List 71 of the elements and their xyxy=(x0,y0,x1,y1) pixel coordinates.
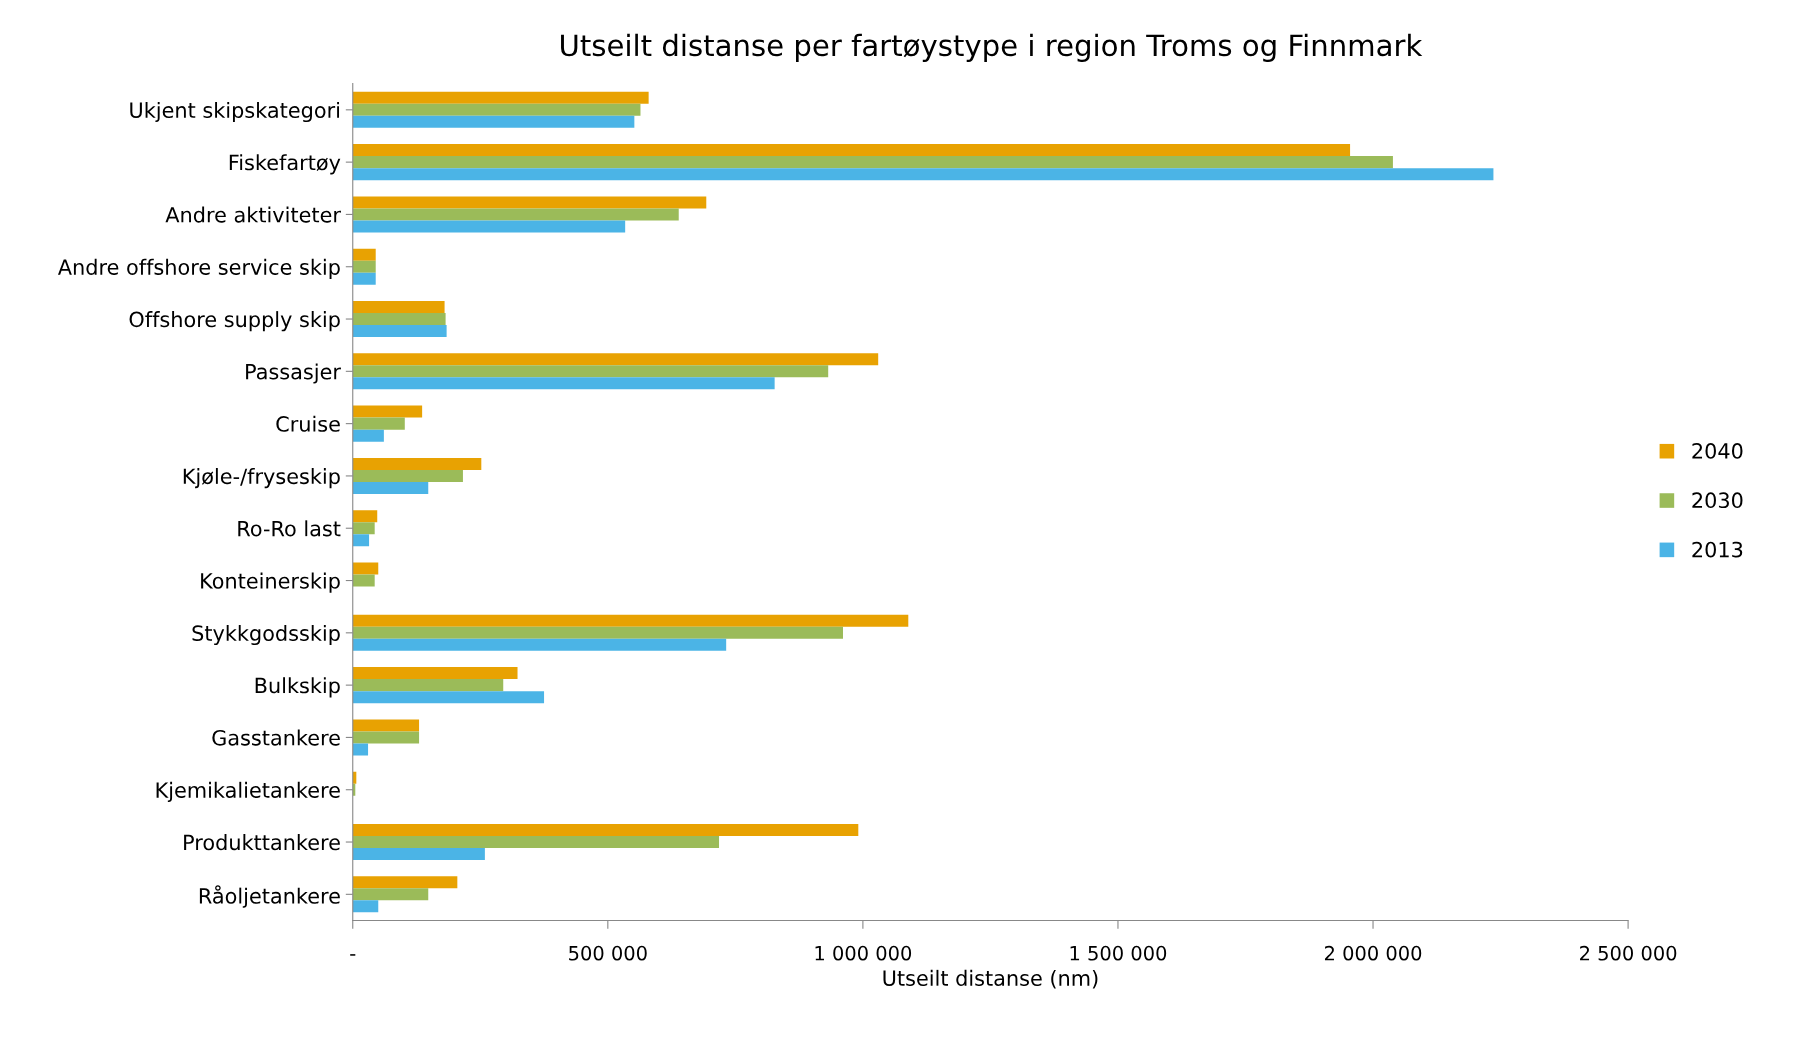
y-tick-label: Andre aktiviteter xyxy=(165,206,341,223)
x-tick-label: 500 000 xyxy=(569,945,647,961)
bar xyxy=(352,626,843,639)
bar xyxy=(352,417,405,430)
bar xyxy=(352,679,504,692)
bar xyxy=(352,353,879,366)
bar xyxy=(352,719,420,732)
bar xyxy=(352,876,458,889)
y-tick-label: Ro-Ro last xyxy=(238,520,341,537)
bar xyxy=(352,731,420,744)
bar xyxy=(352,300,445,314)
bar xyxy=(352,103,641,116)
bar xyxy=(352,272,376,285)
x-tick-label: 1 000 000 xyxy=(815,945,912,961)
bar xyxy=(352,638,727,651)
y-tick-label: Passasjer xyxy=(246,363,341,384)
bar xyxy=(352,888,429,901)
y-tick-label: Konteinerskip xyxy=(201,572,340,593)
bar xyxy=(352,260,376,273)
y-tick-label: Ukjent skipskategori xyxy=(130,101,339,123)
bar xyxy=(352,377,775,390)
bar xyxy=(352,156,1393,169)
bar xyxy=(352,91,649,104)
bar xyxy=(352,522,375,535)
bar xyxy=(352,313,446,326)
bar xyxy=(352,469,463,482)
y-tick-label: Råoljetankere xyxy=(199,885,340,908)
bar xyxy=(352,429,384,442)
y-tick-label: Stykkgodsskip xyxy=(192,624,340,646)
legend-label: 2030 xyxy=(1692,492,1743,509)
bar xyxy=(352,836,720,849)
y-tick-label: Offshore supply skip xyxy=(129,311,340,332)
y-tick-label: Produkttankere xyxy=(184,834,340,851)
legend-label: 2013 xyxy=(1692,541,1743,558)
bar xyxy=(352,614,909,627)
chart-title: Utseilt distanse per fartøystype i region Troms og Finnmark xyxy=(561,33,1423,62)
bar xyxy=(352,510,378,523)
y-tick-label: Gasstankere xyxy=(212,729,340,746)
bar xyxy=(352,365,829,378)
bar xyxy=(352,562,379,575)
bar xyxy=(352,823,859,837)
bar xyxy=(352,534,370,547)
bar xyxy=(352,457,482,470)
x-tick-label: - xyxy=(350,954,356,956)
bar xyxy=(352,743,369,756)
y-tick-label: Andre offshore service skip xyxy=(57,258,340,279)
bar xyxy=(352,405,423,418)
bar xyxy=(352,220,626,233)
bar xyxy=(352,144,1351,157)
bar xyxy=(352,848,485,861)
x-tick-label: 2 000 000 xyxy=(1324,945,1422,961)
bar xyxy=(352,248,376,261)
x-tick-label: 2 500 000 xyxy=(1580,945,1677,961)
x-tick-label: 1 500 000 xyxy=(1070,945,1167,961)
bar xyxy=(352,691,545,704)
bar xyxy=(352,900,379,913)
bar xyxy=(352,208,679,221)
y-tick-label: Kjøle-/fryseskip xyxy=(183,468,340,489)
bar xyxy=(352,667,518,680)
bar xyxy=(352,115,635,128)
x-axis-title: Utseilt distanse (nm) xyxy=(883,969,1098,989)
bar xyxy=(352,481,429,494)
bar xyxy=(352,574,375,587)
y-tick-label: Bulkskip xyxy=(255,677,340,698)
bar xyxy=(352,168,1494,181)
legend-label: 2040 xyxy=(1692,443,1743,459)
y-tick-label: Cruise xyxy=(276,415,340,432)
bar xyxy=(352,196,707,209)
y-tick-label: Kjemikalietankere xyxy=(156,781,340,802)
bar xyxy=(352,325,447,338)
y-tick-label: Fiskefartøy xyxy=(229,154,341,175)
